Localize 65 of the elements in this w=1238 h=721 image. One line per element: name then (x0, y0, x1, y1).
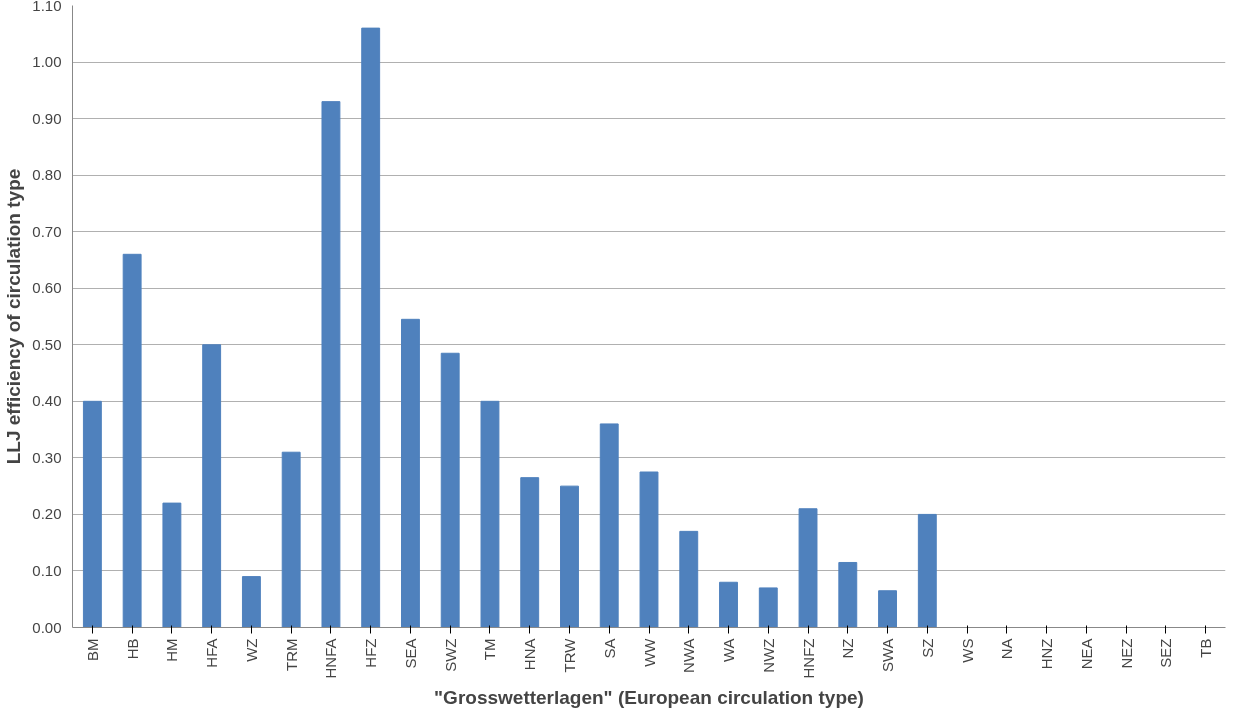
bar (440, 352, 460, 628)
x-tick-label: SA (600, 638, 618, 659)
x-tick-label: SEZ (1157, 638, 1175, 668)
bar (798, 508, 818, 628)
bar (321, 101, 341, 628)
x-tick-label: NZ (839, 638, 857, 659)
x-tick-label: SWA (879, 638, 897, 673)
x-tick-label: HNFZ (799, 638, 817, 679)
bar (838, 561, 858, 628)
x-tick-label: SWZ (441, 638, 459, 672)
x-tick-label: WA (720, 638, 738, 663)
x-tick-label: SZ (918, 638, 936, 658)
x-tick-label: WS (958, 638, 976, 663)
x-tick-label: HB (123, 638, 141, 660)
x-tick-label: HM (163, 638, 181, 662)
x-tick-label: WZ (242, 638, 260, 662)
bar (401, 318, 420, 628)
bar (241, 576, 261, 628)
bar (281, 451, 301, 628)
x-tick-label: NWZ (759, 638, 777, 673)
x-tick-label: SEA (401, 638, 419, 669)
bar (719, 581, 738, 628)
x-tick-label: TB (1197, 638, 1215, 658)
y-tick-label: 0.40 (32, 392, 62, 410)
x-tick-label: HNA (521, 638, 539, 671)
y-tick-label: 0.10 (32, 561, 62, 579)
bar (480, 400, 500, 628)
x-tick-label: NEZ (1117, 638, 1135, 669)
x-tick-label: NEA (1077, 638, 1095, 670)
x-tick-label: HNFA (322, 638, 340, 679)
y-tick-label: 0.90 (32, 109, 62, 127)
bar (599, 423, 619, 628)
bar (758, 587, 778, 628)
x-tick-label: HFA (203, 638, 221, 668)
y-tick-label: 0.00 (32, 618, 62, 636)
y-tick-label: 0.30 (32, 448, 62, 466)
bar (878, 590, 897, 628)
y-tick-label: 1.00 (32, 53, 62, 71)
y-tick-label: 0.70 (32, 222, 62, 240)
x-tick-label: WW (640, 637, 658, 667)
bar (560, 485, 579, 628)
x-tick-label: TRW (560, 637, 578, 673)
y-tick-label: 1.10 (32, 0, 62, 14)
x-tick-label: TRM (282, 638, 300, 671)
x-tick-label: BM (83, 638, 101, 661)
y-tick-label: 0.50 (32, 335, 62, 353)
bar (520, 477, 540, 628)
y-axis-title: LLJ efficiency of circulation type (3, 168, 25, 465)
bar (361, 27, 381, 628)
y-tick-label: 0.80 (32, 166, 62, 184)
bar (162, 502, 182, 628)
bar (122, 253, 142, 628)
bar (679, 530, 699, 628)
x-tick-label: HNZ (1038, 638, 1056, 670)
y-tick-label: 0.20 (32, 505, 62, 523)
x-tick-label: NA (998, 638, 1016, 660)
bar (82, 400, 102, 628)
bar (639, 471, 659, 628)
x-axis-title: "Grosswetterlagen" (European circulation type) (434, 686, 864, 708)
x-tick-label: HFZ (362, 638, 380, 668)
bar (202, 344, 222, 628)
y-tick-label: 0.60 (32, 279, 62, 297)
bar (917, 513, 937, 628)
x-tick-label: TM (481, 638, 499, 661)
x-tick-label: NWA (680, 638, 698, 673)
